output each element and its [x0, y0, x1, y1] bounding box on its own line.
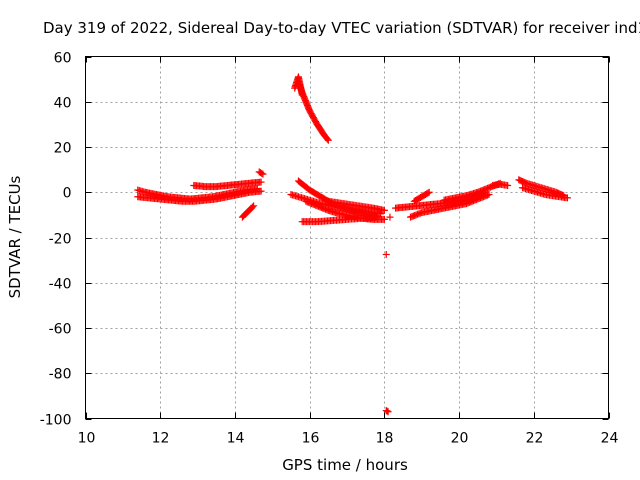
data-point	[248, 203, 256, 211]
data-points	[134, 73, 571, 416]
x-tick-label: 12	[152, 431, 170, 447]
satellite-track-11	[302, 197, 388, 223]
y-tick-label: -40	[49, 277, 72, 293]
data-point	[250, 202, 258, 210]
y-tick-label: -100	[40, 413, 72, 429]
y-axis-label: SDTVAR / TECUs	[6, 175, 24, 298]
satellite-track-15	[386, 213, 394, 221]
data-point	[386, 213, 394, 221]
data-point	[563, 194, 571, 202]
data-point	[258, 169, 266, 177]
y-tick-label: 60	[54, 51, 72, 67]
data-point	[424, 189, 432, 197]
y-tick-label: -20	[49, 232, 72, 248]
tick-labels: 10 12 14 16 18 20 22 24 -100 -80 -60 -40 -20 0 20 40 60	[40, 51, 619, 447]
y-tick-label: 20	[54, 141, 72, 157]
data-point	[384, 408, 392, 416]
grid-lines	[85, 56, 609, 419]
x-axis-label: GPS time / hours	[282, 456, 408, 474]
y-tick-label: -80	[49, 367, 72, 383]
x-tick-label: 16	[302, 431, 320, 447]
satellite-track-5	[255, 168, 267, 178]
satellite-track-12	[324, 197, 388, 214]
data-point	[380, 206, 388, 214]
data-point	[382, 250, 390, 258]
chart-title: Day 319 of 2022, Sidereal Day-to-day VTE…	[43, 19, 640, 37]
satellite-track-18	[410, 188, 433, 205]
satellite-track-13	[382, 250, 390, 258]
data-point	[324, 136, 332, 144]
x-tick-label: 18	[376, 431, 394, 447]
data-point	[425, 188, 433, 196]
x-tick-label: 24	[601, 431, 619, 447]
data-point	[380, 215, 388, 223]
y-tick-label: 40	[54, 96, 72, 112]
satellite-track-17	[407, 191, 493, 221]
x-tick-label: 22	[526, 431, 544, 447]
satellite-track-4	[238, 202, 258, 221]
x-tick-label: 14	[227, 431, 245, 447]
plot-frame	[85, 56, 609, 419]
data-point	[323, 135, 331, 143]
y-tick-label: 0	[63, 186, 72, 202]
x-tick-label: 10	[78, 431, 96, 447]
satellite-track-14	[382, 407, 392, 416]
satellite-track-3	[190, 178, 265, 191]
axis-ticks	[85, 56, 610, 420]
satellite-track-7	[291, 73, 306, 99]
data-point	[257, 178, 265, 186]
satellite-track-2	[134, 187, 265, 205]
satellite-track-22	[519, 184, 571, 202]
data-point	[298, 91, 306, 99]
y-tick-label: -60	[49, 322, 72, 338]
data-point	[257, 187, 265, 195]
x-tick-label: 20	[451, 431, 469, 447]
data-point	[259, 170, 267, 178]
data-point	[504, 181, 512, 189]
data-point	[485, 191, 493, 199]
satellite-track-20	[489, 180, 512, 189]
